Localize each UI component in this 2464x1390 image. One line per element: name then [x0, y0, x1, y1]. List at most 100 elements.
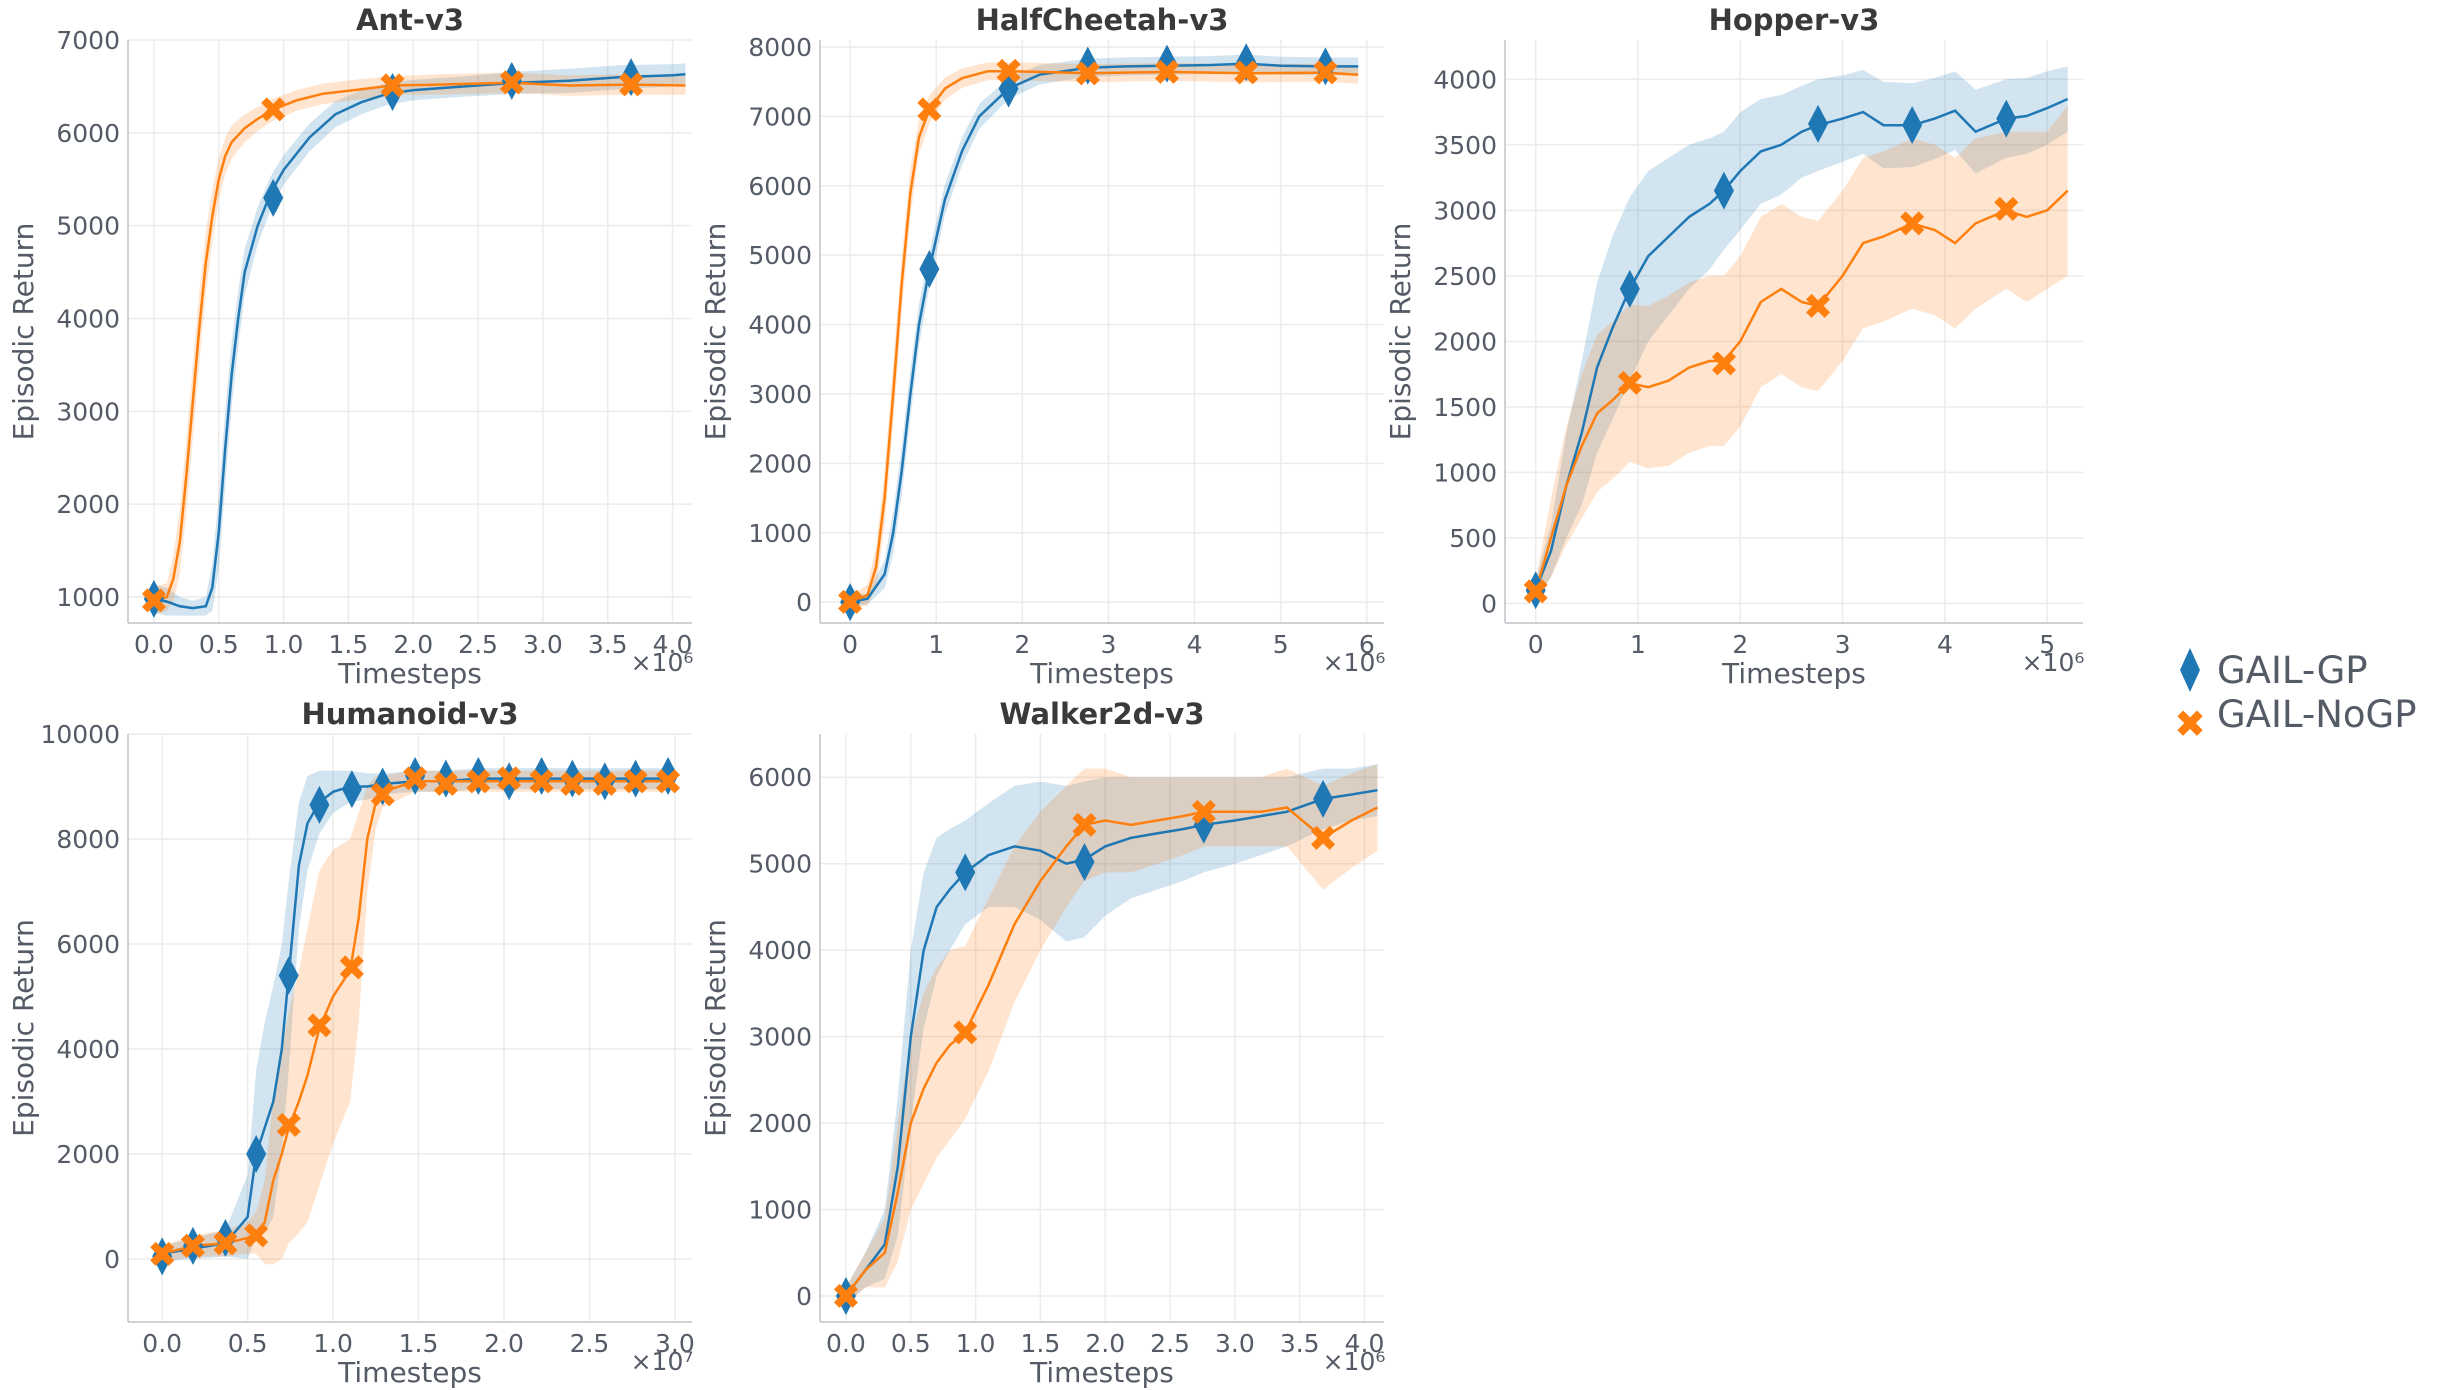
gail-nogp-x-marker: ✖	[337, 949, 367, 990]
gail-gp-diamond-marker	[998, 69, 1019, 108]
series-band-gail-nogp	[845, 764, 1378, 1305]
gail-gp-diamond-marker	[621, 58, 642, 97]
gail-gp-diamond-marker	[1315, 47, 1336, 86]
gail-gp-diamond-marker	[263, 178, 284, 217]
series-line-gail-nogp	[844, 806, 1379, 1297]
legend-label-gail-nogp: GAIL-NoGP	[2217, 693, 2417, 736]
x-tick-label: 3	[1101, 630, 1117, 659]
gail-gp-diamond-marker	[1619, 269, 1640, 308]
x-tick-label: 1	[928, 630, 944, 659]
chart-title: Humanoid-v3	[301, 697, 518, 731]
x-tick-label: 0.0	[134, 630, 174, 659]
gail-gp-diamond-marker	[182, 1226, 203, 1265]
gail-nogp-x-marker: ✖	[557, 765, 587, 806]
x-tick-label: 3.0	[655, 1329, 695, 1358]
x-axis-label: Timesteps	[337, 657, 482, 690]
y-tick-label: 6000	[56, 119, 120, 148]
x-tick-label: 1.5	[399, 1329, 439, 1358]
gail-gp-diamond-marker	[499, 762, 520, 801]
legend-item-gail-nogp: ✖ GAIL-NoGP	[2174, 693, 2416, 746]
y-tick-label: 3000	[748, 380, 812, 409]
gail-gp-diamond-marker	[435, 759, 456, 798]
series-line-gail-gp	[161, 777, 669, 1256]
x-tick-label: 3.0	[1215, 1329, 1255, 1358]
y-tick-label: 0	[104, 1245, 120, 1274]
gail-gp-diamond-marker	[1713, 171, 1734, 210]
chart-panel-hopper-v3: ✖ ✖ ✖ ✖ ✖ ✖ 0 1 2 3 4 5 0 500 1000 1500 2000 2500 3000 3500…	[1384, 3, 2084, 690]
chart-panel-halfcheetah-v3: ✖ ✖ ✖ ✖ ✖ ✖ ✖ 0 1 2 3 4 5 6 0 1000 2000 3000 4000 5000 6000 7…	[699, 3, 1385, 690]
gail-gp-diamond-marker	[405, 757, 426, 795]
y-tick-label: 0	[796, 1282, 812, 1311]
x-tick-label: 1.5	[329, 630, 369, 659]
series-band-gail-nogp	[162, 770, 669, 1265]
x-tick-label: 2	[1014, 630, 1030, 659]
gail-nogp-x-marker: ✖	[400, 760, 430, 801]
y-tick-label: 6000	[56, 930, 120, 959]
gail-gp-diamond-marker	[1313, 779, 1334, 818]
y-tick-label: 0	[1481, 589, 1497, 618]
y-tick-label: 4000	[56, 1035, 120, 1064]
gail-gp-diamond-marker	[531, 757, 552, 795]
gail-gp-diamond-marker	[955, 853, 976, 892]
gail-gp-diamond-marker	[1808, 104, 1829, 143]
gail-nogp-x-marker: ✖	[590, 765, 620, 806]
gail-gp-diamond-marker	[594, 762, 615, 801]
gail-gp-diamond-marker	[840, 583, 861, 622]
x-tick-label: 3.5	[588, 630, 628, 659]
gail-nogp-x-marker: ✖	[147, 1235, 177, 1276]
y-tick-label: 4000	[1433, 65, 1497, 94]
y-tick-label: 6000	[748, 172, 812, 201]
y-axis-label: Episodic Return	[699, 919, 732, 1137]
gail-gp-diamond-marker	[1236, 43, 1257, 82]
x-tick-label: 4	[1187, 630, 1203, 659]
gail-nogp-x-marker: ✖	[1709, 345, 1739, 386]
gail-nogp-x-marker: ✖	[304, 1006, 334, 1047]
gail-nogp-x-marker: ✖	[1803, 287, 1833, 328]
series-band-gail-gp	[845, 764, 1378, 1305]
gail-gp-diamond-marker	[625, 759, 646, 798]
gail-nogp-x-marker: ✖	[914, 90, 944, 131]
y-tick-label: 2000	[748, 449, 812, 478]
chart-panel-humanoid-v3: ✖ ✖ ✖ ✖✖✖✖✖ ✖ ✖ ✖ ✖ ✖ ✖ ✖ ✖ ✖0.0 0.5 1.0 1.5 2.0 2.5 3.002…	[7, 697, 695, 1389]
y-tick-label: 1000	[56, 583, 120, 612]
x-tick-label: 2.5	[570, 1329, 610, 1358]
y-tick-label: 2000	[56, 1140, 120, 1169]
gail-nogp-x-marker: ✖	[831, 1277, 861, 1318]
gail-nogp-x-marker: ✖	[210, 1224, 240, 1265]
chart-panels: ✖✖✖ ✖ ✖0.0 0.5 1.0 1.5 2.0 2.5 3.0 3.5 4.010002000…	[7, 3, 2084, 1389]
series-line-gail-gp	[1534, 97, 2069, 591]
x-axis-multiplier: ×10⁶	[631, 648, 694, 677]
gail-gp-diamond-marker	[1074, 842, 1095, 881]
gail-gp-diamond-marker	[309, 785, 330, 824]
x-tick-label: 1.0	[956, 1329, 996, 1358]
y-tick-label: 1500	[1433, 393, 1497, 422]
x-tick-label: 4.0	[1345, 1329, 1385, 1358]
chart-title: Walker2d-v3	[1000, 697, 1205, 731]
gail-nogp-x-marker: ✖	[1231, 54, 1261, 95]
gail-nogp-x-marker: ✖	[377, 66, 407, 107]
y-tick-label: 3000	[748, 1023, 812, 1052]
x-axis-label: Timesteps	[1029, 657, 1174, 690]
chart-panel-ant-v3: ✖ ✖ ✖ ✖ ✖ 0.0 0.5 1.0 1.5 2.0 2.5 3.0 3.5 4.0 1000 2000…	[7, 3, 693, 690]
x-tick-label: 2.0	[1085, 1329, 1125, 1358]
x-axis-label: Timesteps	[1721, 657, 1866, 690]
x-tick-label: 1.0	[264, 630, 304, 659]
x-tick-label: 4.0	[653, 630, 693, 659]
x-tick-label: 3.5	[1280, 1329, 1320, 1358]
gail-nogp-x-marker: ✖	[368, 775, 398, 816]
x-tick-label: 2.0	[484, 1329, 524, 1358]
gail-nogp-x-marker: ✖	[1521, 573, 1551, 614]
gail-gp-diamond-marker	[468, 757, 489, 795]
y-tick-label: 7000	[56, 26, 120, 55]
x-tick-label: 5	[2039, 630, 2055, 659]
gail-gp-diamond-marker	[278, 956, 299, 995]
x-tick-label: 1.5	[1021, 1329, 1061, 1358]
x-tick-label: 3	[1835, 630, 1851, 659]
x-tick-label: 2.5	[1150, 1329, 1190, 1358]
series-line-gail-nogp	[153, 81, 686, 602]
x-tick-label: 0	[1528, 630, 1544, 659]
gail-nogp-x-marker: ✖	[835, 583, 865, 624]
x-tick-label: 2.0	[393, 630, 433, 659]
y-tick-label: 6000	[748, 763, 812, 792]
